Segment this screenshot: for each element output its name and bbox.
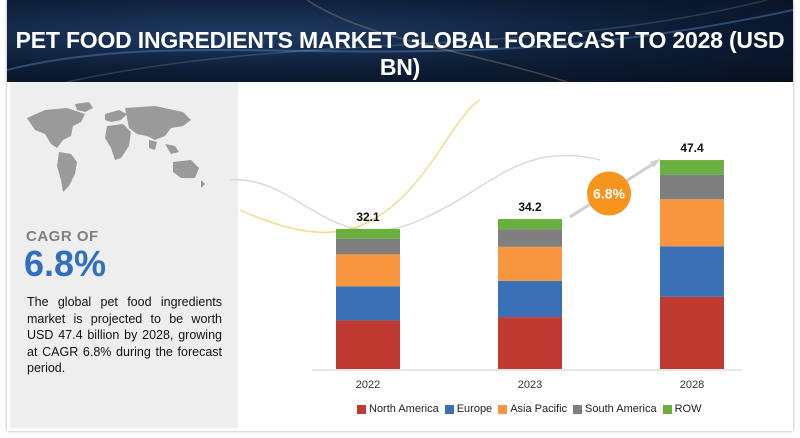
chart-legend: North America Europe Asia Pacific South Ame… — [357, 402, 707, 416]
legend-item-south-america: South America — [573, 403, 657, 415]
bar-segment-europe-2028 — [660, 246, 724, 297]
cagr-badge — [587, 171, 631, 216]
market-description: The global pet food ingredients market i… — [27, 295, 222, 375]
total-label-2023: 34.2 — [518, 200, 542, 214]
x-tick-label-2028: 2028 — [680, 379, 704, 391]
bar-segment-south-america-2023 — [498, 229, 562, 247]
chart-title: PET FOOD INGREDIENTS MARKET GLOBAL FOREC… — [15, 27, 785, 80]
bar-segment-row-2028 — [660, 160, 724, 175]
bar-segment-south-america-2022 — [336, 238, 400, 255]
cagr-value: 6.8% — [24, 243, 107, 284]
growth-arrow-head — [650, 158, 662, 168]
bar-segment-asia-pacific-2028 — [660, 199, 724, 247]
total-label-2022: 32.1 — [356, 210, 380, 224]
legend-item-row: ROW — [662, 403, 702, 415]
bar-segment-asia-pacific-2022 — [336, 254, 400, 287]
bar-segment-row-2022 — [336, 228, 400, 239]
world-map-icon — [27, 102, 205, 192]
bar-segment-europe-2022 — [336, 286, 400, 321]
legend-item-europe: Europe — [444, 403, 493, 415]
bar-segment-asia-pacific-2023 — [498, 246, 562, 281]
decorative-curve-gold — [239, 99, 481, 234]
bar-segment-south-america-2028 — [660, 174, 724, 200]
legend-swatch — [498, 404, 508, 414]
legend-swatch — [444, 404, 454, 414]
bar-segment-north-america-2023 — [498, 317, 562, 369]
bar-segment-row-2023 — [498, 219, 562, 230]
cagr-badge-label: 6.8% — [593, 186, 625, 202]
legend-item-asia-pacific: Asia Pacific — [498, 403, 567, 415]
legend-label: Asia Pacific — [510, 403, 568, 415]
legend-item-north-america: North America — [357, 403, 439, 415]
x-tick-label-2022: 2022 — [356, 379, 380, 391]
legend-label: ROW — [674, 403, 702, 415]
header-banner — [7, 0, 793, 82]
header-light-streaks — [7, 0, 793, 82]
legend-swatch — [573, 404, 583, 414]
legend-swatch — [662, 404, 672, 414]
legend-swatch — [357, 404, 366, 414]
decorative-curve — [229, 154, 601, 232]
bar-segment-north-america-2028 — [660, 296, 724, 369]
bar-segment-europe-2023 — [498, 280, 562, 318]
legend-label: Europe — [456, 403, 493, 415]
total-label-2028: 47.4 — [680, 141, 704, 155]
legend-label: North America — [369, 403, 439, 415]
x-tick-label-2023: 2023 — [518, 379, 542, 391]
legend-label: South America — [585, 403, 657, 415]
cagr-label: CAGR OF — [26, 228, 99, 245]
bar-segment-north-america-2022 — [336, 320, 400, 369]
